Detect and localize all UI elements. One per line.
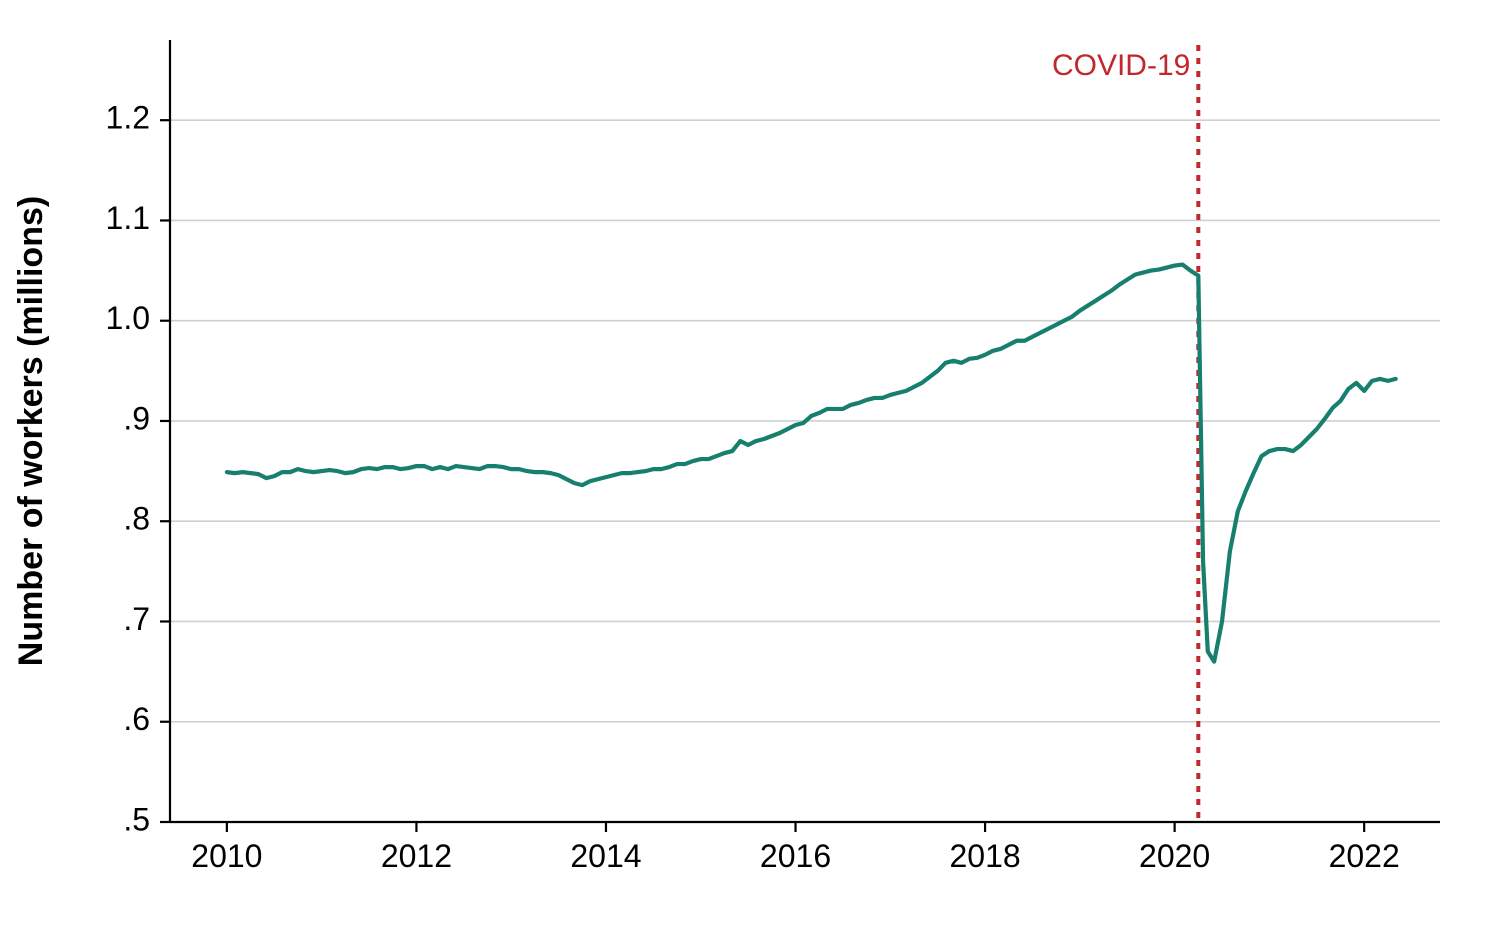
x-tick-label: 2012 — [381, 838, 452, 874]
y-tick-label: .7 — [123, 601, 150, 637]
y-tick-label: 1.1 — [106, 200, 150, 236]
x-tick-label: 2018 — [949, 838, 1020, 874]
x-tick-label: 2022 — [1329, 838, 1400, 874]
y-tick-label: .6 — [123, 701, 150, 737]
y-tick-label: 1.2 — [106, 100, 150, 136]
chart-svg: .5 .6 .7 .8 .9 1.0 1.1 1.2 2010 2012 2014 2016 2018 2… — [0, 0, 1500, 932]
y-tick-label: .5 — [123, 801, 150, 837]
x-tick-label: 2014 — [570, 838, 641, 874]
x-tick-label: 2016 — [760, 838, 831, 874]
line-chart: .5 .6 .7 .8 .9 1.0 1.1 1.2 2010 2012 2014 2016 2018 2… — [0, 0, 1500, 932]
y-tick-label: .9 — [123, 400, 150, 436]
y-tick-label: .8 — [123, 501, 150, 537]
y-tick-label: 1.0 — [106, 300, 150, 336]
covid-label: COVID-19 — [1052, 49, 1190, 82]
x-tick-label: 2020 — [1139, 838, 1210, 874]
y-axis-title: Number of workers (millions) — [12, 196, 50, 666]
x-tick-label: 2010 — [191, 838, 262, 874]
